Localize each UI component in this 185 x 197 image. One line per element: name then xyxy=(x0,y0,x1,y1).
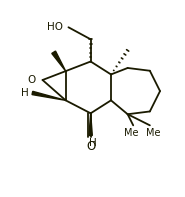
Text: H: H xyxy=(89,138,96,148)
Text: Me: Me xyxy=(146,128,160,138)
Text: O: O xyxy=(27,75,35,85)
Polygon shape xyxy=(52,51,66,71)
Text: Me: Me xyxy=(124,128,139,138)
Text: O: O xyxy=(86,140,95,153)
Polygon shape xyxy=(32,91,66,100)
Polygon shape xyxy=(89,113,92,136)
Text: H: H xyxy=(21,88,29,98)
Text: HO: HO xyxy=(47,22,63,32)
